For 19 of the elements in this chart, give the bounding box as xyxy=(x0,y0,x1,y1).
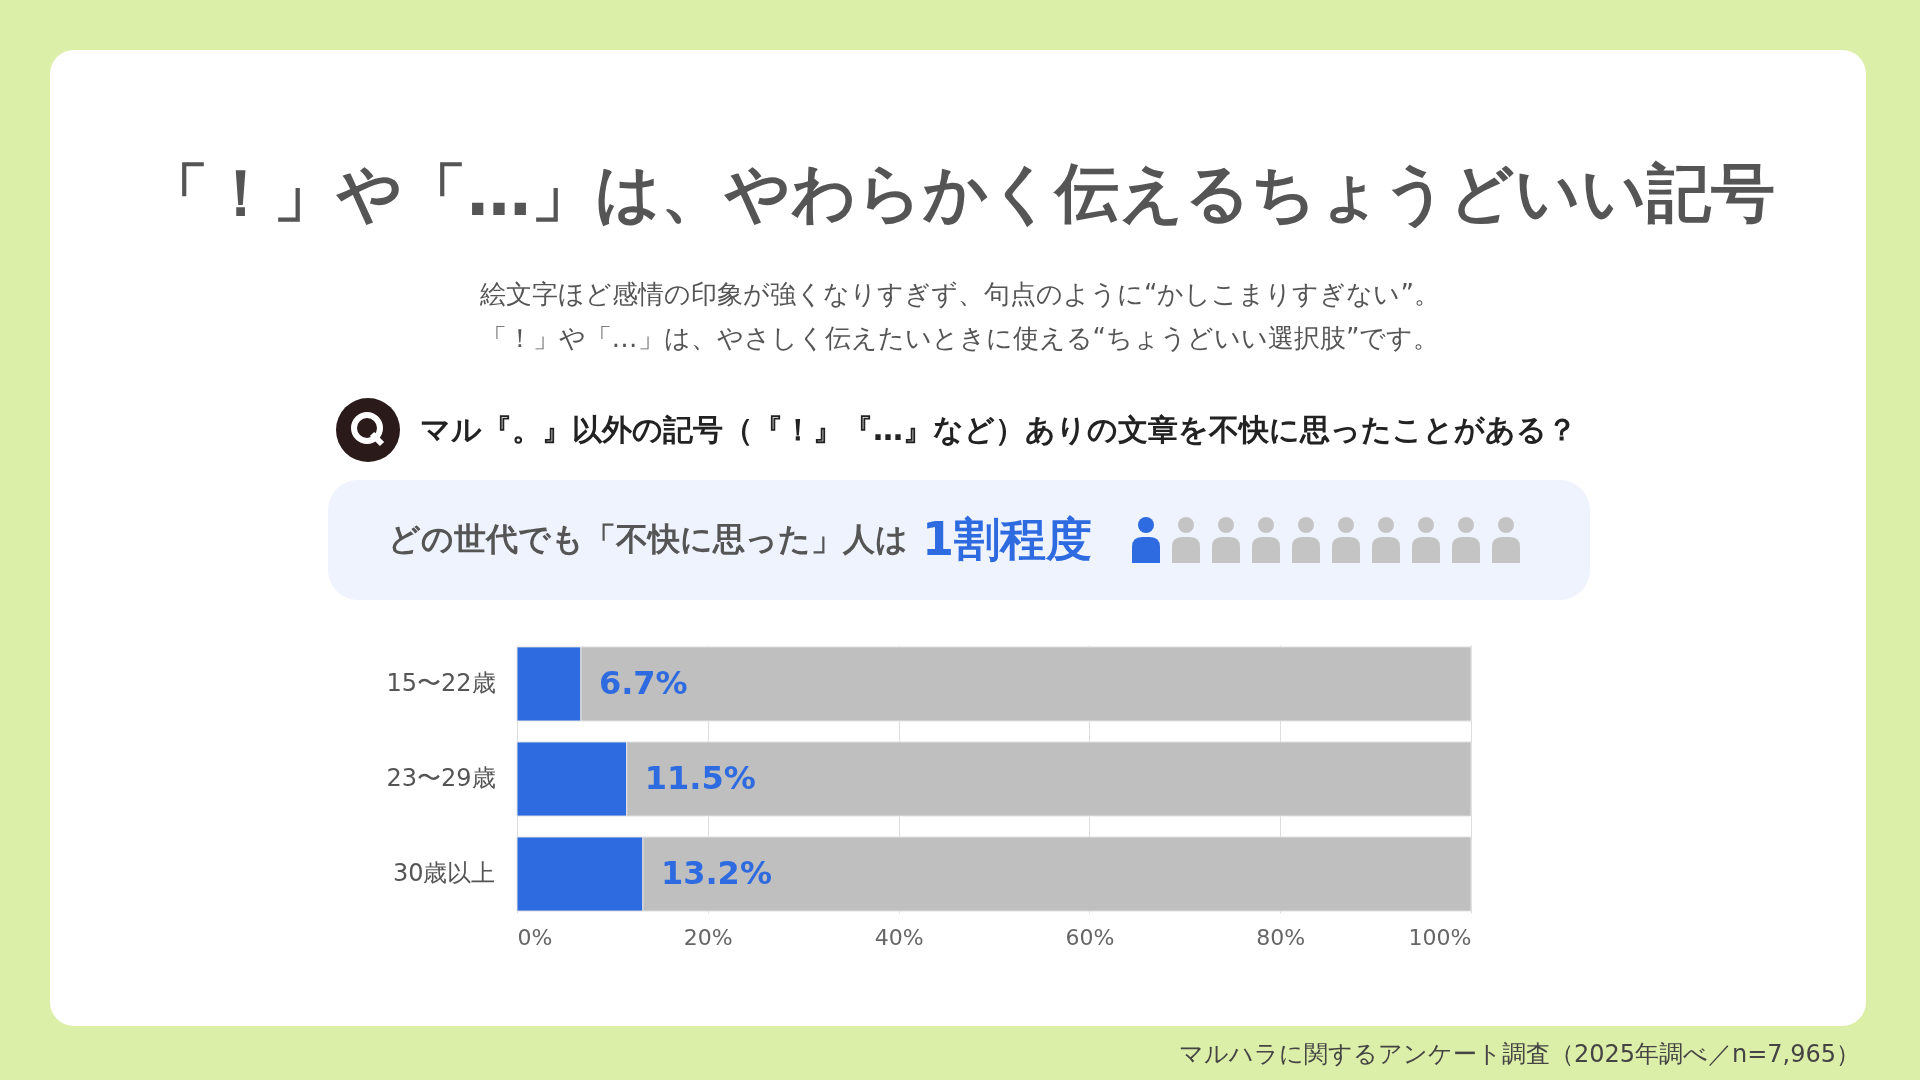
x-tick-label: 60% xyxy=(1065,924,1115,950)
text: 1割程度 xyxy=(922,511,1093,568)
x-tick-label: 20% xyxy=(683,924,733,950)
data-label: 11.5% xyxy=(644,759,756,797)
data-label: 13.2% xyxy=(660,854,772,893)
x-tick-label: 0% xyxy=(517,924,553,950)
chart-subtitle: 絵文字ほど感情の印象が強くなりすぎず、句点のように“かしこまりすぎない”。 xyxy=(480,279,1440,309)
text: マル『。』以外の記号（『！』『…』など）ありの文章を不快に思ったことがある？ xyxy=(420,410,1577,449)
text: どの世代でも「不快に思った」人は xyxy=(388,519,908,560)
data-label: 6.7% xyxy=(598,663,688,702)
y-tick-label: 30歳以上 xyxy=(392,859,496,888)
y-tick-label: 15〜22歳 xyxy=(386,668,496,697)
text: マルハラに関するアンケート調査（2025年調べ／n=7,965） xyxy=(1178,1039,1860,1070)
x-tick-label: 40% xyxy=(874,924,924,950)
chart-title: 「！」や「…」は、やわらかく伝えるちょうどいい記号 xyxy=(144,155,1776,232)
x-tick-label: 80% xyxy=(1256,924,1306,950)
y-tick-label: 23〜29歳 xyxy=(386,764,496,792)
x-tick-label: 100% xyxy=(1408,924,1472,950)
text: 「！」や「…」は、やさしく伝えたいときに使える“ちょうどいい選択肢”です。 xyxy=(480,323,1440,353)
